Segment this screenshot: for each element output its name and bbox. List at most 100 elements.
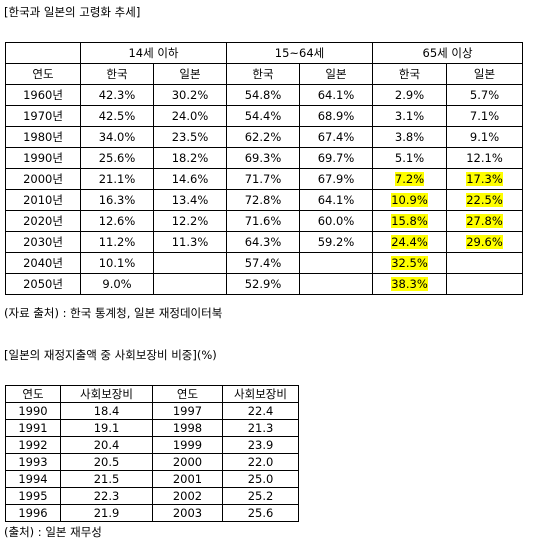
- header-row: 14세 이하 15~64세 65세 이상: [5, 42, 524, 64]
- table-row: 1990 18.4 1997 22.4: [5, 402, 299, 420]
- table-cell: 20.4: [60, 436, 153, 454]
- highlighted-text: 29.6%: [466, 235, 503, 249]
- table-cell: 2001: [152, 470, 223, 488]
- table-cell: 16.3%: [80, 189, 154, 211]
- table-cell: 23.5%: [153, 126, 227, 148]
- table-cell: 12.1%: [446, 147, 524, 169]
- empty-cell: [446, 252, 524, 274]
- table-cell: 10.1%: [80, 252, 154, 274]
- table-cell: 1998: [152, 419, 223, 437]
- source: (출처) : 일본 재무성: [4, 525, 102, 539]
- table-cell: 1999: [152, 436, 223, 454]
- column-header: 한국: [226, 63, 300, 85]
- group-header: 14세 이하: [80, 42, 227, 64]
- empty-cell: [446, 273, 524, 295]
- table-cell: 21.3: [222, 419, 299, 437]
- row-header: 2000년: [5, 168, 81, 190]
- column-header: 일본: [153, 63, 227, 85]
- table-cell: 64.1%: [298, 84, 374, 106]
- table-cell: 60.0%: [298, 210, 374, 232]
- table-cell: 2000: [152, 453, 223, 471]
- table-cell: 7.1%: [446, 105, 524, 127]
- table-cell: 1996: [5, 504, 61, 522]
- table-cell: 71.7%: [226, 168, 300, 190]
- table-row: 1995 22.3 2002 25.2: [5, 487, 299, 505]
- table-row: 2030년 11.2% 11.3% 64.3% 59.2% 24.4% 29.6%: [5, 231, 524, 253]
- row-header: 2040년: [5, 252, 81, 274]
- table-cell: 42.5%: [80, 105, 154, 127]
- table-cell: 1993: [5, 453, 61, 471]
- table-row: 1994 21.5 2001 25.0: [5, 470, 299, 488]
- table-cell: 64.1%: [298, 189, 374, 211]
- table-cell: 9.1%: [446, 126, 524, 148]
- table-cell: 67.4%: [298, 126, 374, 148]
- table-cell: 22.0: [222, 453, 299, 471]
- social-security-table: 연도 사회보장비 연도 사회보장비 1990 18.4 1997 22.4 1991 19.1 19…: [5, 385, 299, 522]
- table-cell: 22.4: [222, 402, 299, 420]
- table-cell: 14.6%: [153, 168, 227, 190]
- column-header: 일본: [446, 63, 524, 85]
- row-header: 1980년: [5, 126, 81, 148]
- table-cell: 7.2%: [372, 168, 448, 190]
- table-cell: 10.9%: [372, 189, 448, 211]
- column-header: 일본: [298, 63, 374, 85]
- table-row: 1993 20.5 2000 22.0: [5, 453, 299, 471]
- table-cell: 34.0%: [80, 126, 154, 148]
- aging-table: 14세 이하 15~64세 65세 이상 연도 한국 일본 한국 일본 한국 일본 1960년 42.…: [5, 42, 524, 295]
- table-cell: 1990: [5, 402, 61, 420]
- table-cell: 22.3: [60, 487, 153, 505]
- row-header: 2010년: [5, 189, 81, 211]
- table-row: 1996 21.9 2003 25.6: [5, 504, 299, 522]
- table-cell: 3.8%: [372, 126, 448, 148]
- table-cell: 19.1: [60, 419, 153, 437]
- table-cell: 21.5: [60, 470, 153, 488]
- table-cell: 23.9: [222, 436, 299, 454]
- row-header: 2020년: [5, 210, 81, 232]
- header-cell: [5, 42, 81, 64]
- table-row: 1980년 34.0% 23.5% 62.2% 67.4% 3.8% 9.1%: [5, 126, 524, 148]
- title: [한국과 일본의 고령화 추세]: [4, 5, 141, 19]
- group-header: 65세 이상: [372, 42, 524, 64]
- table-cell: 1992: [5, 436, 61, 454]
- header-row: 연도 한국 일본 한국 일본 한국 일본: [5, 63, 524, 85]
- table-row: 1992 20.4 1999 23.9: [5, 436, 299, 454]
- table-row: 2010년 16.3% 13.4% 72.8% 64.1% 10.9% 22.5%: [5, 189, 524, 211]
- highlighted-text: 24.4%: [391, 235, 428, 249]
- table-cell: 18.4: [60, 402, 153, 420]
- table-cell: 59.2%: [298, 231, 374, 253]
- table-cell: 2002: [152, 487, 223, 505]
- source: (자료 출처) : 한국 통계청, 일본 재정데이터북: [4, 306, 223, 320]
- row-header: 1990년: [5, 147, 81, 169]
- highlighted-text: 32.5%: [391, 256, 428, 270]
- table-cell: 69.3%: [226, 147, 300, 169]
- table-cell: 27.8%: [446, 210, 524, 232]
- table-cell: 25.6: [222, 504, 299, 522]
- table-cell: 1995: [5, 487, 61, 505]
- table-cell: 22.5%: [446, 189, 524, 211]
- table-cell: 29.6%: [446, 231, 524, 253]
- table-cell: 64.3%: [226, 231, 300, 253]
- table-row: 2000년 21.1% 14.6% 71.7% 67.9% 7.2% 17.3%: [5, 168, 524, 190]
- highlighted-text: 38.3%: [391, 277, 428, 291]
- table-cell: 12.6%: [80, 210, 154, 232]
- table-cell: 9.0%: [80, 273, 154, 295]
- column-header: 한국: [372, 63, 448, 85]
- table-cell: 54.4%: [226, 105, 300, 127]
- empty-cell: [153, 273, 227, 295]
- header-row: 연도 사회보장비 연도 사회보장비: [5, 385, 299, 403]
- table-cell: 24.0%: [153, 105, 227, 127]
- title: [일본의 재정지출액 중 사회보장비 비중](%): [4, 348, 217, 362]
- table-cell: 20.5: [60, 453, 153, 471]
- empty-cell: [153, 252, 227, 274]
- highlighted-text: 17.3%: [466, 172, 503, 186]
- empty-cell: [298, 252, 374, 274]
- table-row: 1990년 25.6% 18.2% 69.3% 69.7% 5.1% 12.1%: [5, 147, 524, 169]
- table-cell: 67.9%: [298, 168, 374, 190]
- group-header: 15~64세: [225, 42, 374, 64]
- row-header: 1970년: [5, 105, 81, 127]
- table-cell: 38.3%: [372, 273, 448, 295]
- table-cell: 21.9: [60, 504, 153, 522]
- row-header: 1960년: [5, 84, 81, 106]
- table-cell: 71.6%: [226, 210, 300, 232]
